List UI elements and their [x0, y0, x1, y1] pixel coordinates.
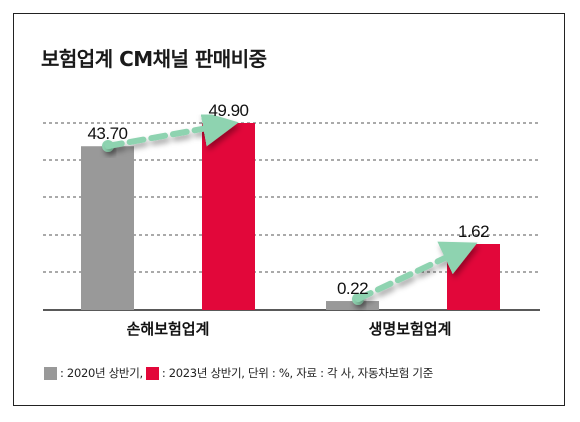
value-label-2020-1: 0.22 — [337, 279, 368, 298]
value-label-2023-1: 1.62 — [458, 222, 489, 241]
bar-2020-0 — [81, 146, 134, 310]
category-label-1: 생명보험업계 — [369, 320, 452, 338]
category-label-0: 손해보험업계 — [127, 320, 210, 338]
legend-label-2020: : 2020년 상반기, — [60, 366, 143, 380]
value-label-2020-0: 43.70 — [87, 124, 127, 143]
legend: : 2020년 상반기, : 2023년 상반기, 단위 : %, 자료 : 각… — [44, 365, 433, 381]
chart-title: 보험업계 CM채널 판매비중 — [41, 47, 267, 71]
value-label-2023-0: 49.90 — [208, 101, 248, 120]
bar-2023-0 — [202, 123, 255, 310]
legend-swatch-2020 — [44, 366, 57, 380]
legend-swatch-2023 — [145, 366, 159, 380]
growth-arrow-0 — [105, 111, 239, 149]
bar-2023-1 — [447, 244, 500, 310]
growth-arrow-1 — [355, 241, 478, 302]
bar-2020-1 — [326, 301, 379, 310]
legend-label-2023: : 2023년 상반기, 단위 : %, 자료 : 각 사, 자동차보험 기준 — [161, 366, 433, 380]
